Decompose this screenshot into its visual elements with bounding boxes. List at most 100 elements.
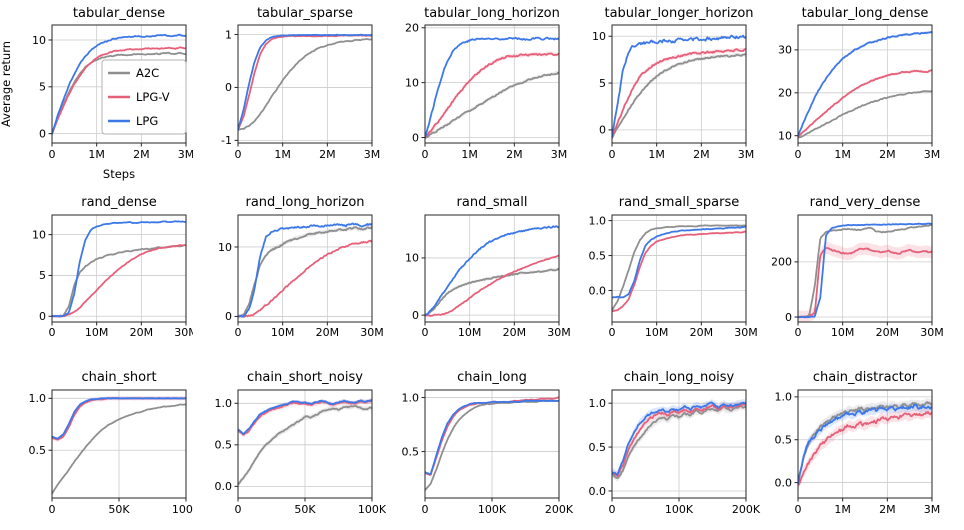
series-line-lpg-v	[425, 254, 559, 317]
series-line-a2c	[798, 90, 932, 139]
series-band-a2c	[425, 70, 559, 139]
series-line-lpg	[612, 225, 746, 299]
series-line-a2c	[425, 268, 559, 317]
plot-border	[424, 214, 560, 323]
y-tick-label: 5	[39, 81, 46, 94]
x-tick-label: 0	[49, 148, 56, 161]
series-line-lpg-v	[798, 411, 932, 487]
chart-title: tabular_dense	[73, 6, 165, 21]
y-tick-label: 0.5	[589, 441, 607, 454]
y-tick-label: 0.5	[402, 445, 420, 458]
x-tick-label: 50K	[294, 503, 316, 516]
y-tick-label: 10	[778, 130, 792, 143]
plot-border	[797, 389, 933, 499]
y-tick-label: 0	[225, 310, 232, 323]
series-line-lpg-v	[238, 239, 372, 318]
x-tick-label: 0	[235, 326, 242, 339]
series-band-lpg-v	[612, 401, 746, 480]
series-group	[425, 36, 559, 140]
y-tick-label: 10	[32, 228, 46, 241]
series-line-a2c	[238, 226, 372, 318]
y-tick-label: -1	[221, 134, 232, 147]
chart-title: rand_very_dense	[810, 195, 921, 210]
series-band-a2c	[238, 225, 372, 319]
y-tick-label: 0	[39, 127, 46, 140]
chart-title: tabular_sparse	[257, 6, 353, 21]
series-line-lpg	[612, 34, 746, 139]
x-tick-label: 2M	[319, 148, 336, 161]
series-line-lpg-v	[425, 52, 559, 139]
plot-border	[797, 24, 933, 144]
y-tick-label: 0	[599, 124, 606, 137]
y-tick-label: 10	[405, 76, 419, 89]
series-group	[612, 399, 746, 482]
y-tick-label: 30	[778, 44, 792, 57]
x-tick-label: 20M	[690, 326, 714, 339]
x-tick-label: 3M	[924, 503, 941, 516]
x-tick-label: 1M	[834, 503, 851, 516]
series-group	[798, 31, 932, 139]
chart-title: rand_small	[457, 195, 528, 210]
x-tick-label: 0	[795, 148, 802, 161]
y-tick-label: 0.5	[589, 249, 607, 262]
chart-chain_short_noisy: 0.0 0.5 1.0 0 50K 100K chain_short_noisy	[215, 370, 387, 516]
y-tick-label: 1.0	[775, 391, 793, 404]
series-line-a2c	[798, 401, 932, 483]
series-line-lpg-v	[52, 244, 186, 318]
series-line-a2c	[238, 405, 372, 486]
chart-title: chain_long	[457, 370, 527, 385]
series-line-lpg	[238, 33, 372, 131]
series-line-a2c	[52, 403, 186, 495]
series-line-a2c	[425, 399, 559, 492]
y-tick-label: 0	[225, 81, 232, 94]
x-tick-label: 200K	[545, 503, 574, 516]
x-tick-label: 3M	[551, 148, 568, 161]
y-tick-label: 10	[32, 34, 46, 47]
chart-chain_long: 0.5 1.0 0 100K 200K chain_long	[402, 370, 574, 516]
x-tick-label: 1M	[461, 148, 478, 161]
y-tick-label: 200	[772, 256, 792, 269]
x-tick-label: 0	[609, 326, 616, 339]
chart-title: rand_small_sparse	[619, 195, 740, 210]
series-line-lpg	[52, 220, 186, 318]
chart-tabular_dense: 0 5 10 0 1M 2M 3M tabular_dense Average return St…	[0, 6, 193, 181]
x-tick-label: 50K	[108, 503, 130, 516]
y-tick-label: 0.5	[775, 434, 793, 447]
x-tick-label: 1M	[834, 148, 851, 161]
chart-rand_very_dense: 0 200 0 10M 20M 30M rand_very_dense	[772, 195, 944, 339]
chart-title: rand_long_horizon	[245, 195, 364, 210]
series-group	[238, 222, 372, 319]
y-tick-label: 0.0	[589, 485, 607, 498]
x-tick-label: 3M	[178, 148, 193, 161]
y-tick-label: 0	[785, 311, 792, 324]
y-tick-label: 0.5	[29, 444, 47, 457]
series-line-lpg-v	[612, 48, 746, 140]
chart-rand_small_sparse: 0.0 0.5 1.0 0 10M 20M 30M rand_small_sparse	[589, 195, 758, 339]
series-line-a2c	[52, 51, 186, 135]
chart-title: chain_distractor	[813, 370, 918, 385]
series-group	[238, 33, 372, 131]
chart-chain_distractor: 0.0 0.5 1.0 0 1M 2M 3M chain_distractor	[775, 370, 941, 516]
x-tick-label: 0	[609, 148, 616, 161]
x-tick-label: 0	[49, 503, 56, 516]
x-tick-label: 0	[422, 148, 429, 161]
x-axis-label: Steps	[103, 167, 135, 181]
x-tick-label: 2M	[133, 148, 150, 161]
series-group	[238, 398, 372, 488]
y-tick-label: 0.0	[215, 480, 233, 493]
x-tick-label: 10M	[458, 326, 482, 339]
y-tick-label: 1.0	[589, 214, 607, 227]
plot-border	[611, 24, 747, 144]
series-line-a2c	[52, 244, 186, 318]
x-tick-label: 20M	[130, 326, 154, 339]
x-tick-label: 0	[235, 503, 242, 516]
series-line-lpg-v	[52, 46, 186, 135]
series-line-a2c	[238, 38, 372, 131]
y-tick-label: 0	[412, 309, 419, 322]
chart-title: tabular_longer_horizon	[604, 6, 753, 21]
x-tick-label: 1M	[88, 148, 105, 161]
series-group	[52, 33, 186, 135]
plot-border	[51, 214, 187, 323]
x-tick-label: 3M	[738, 148, 755, 161]
x-tick-label: 30M	[360, 326, 384, 339]
